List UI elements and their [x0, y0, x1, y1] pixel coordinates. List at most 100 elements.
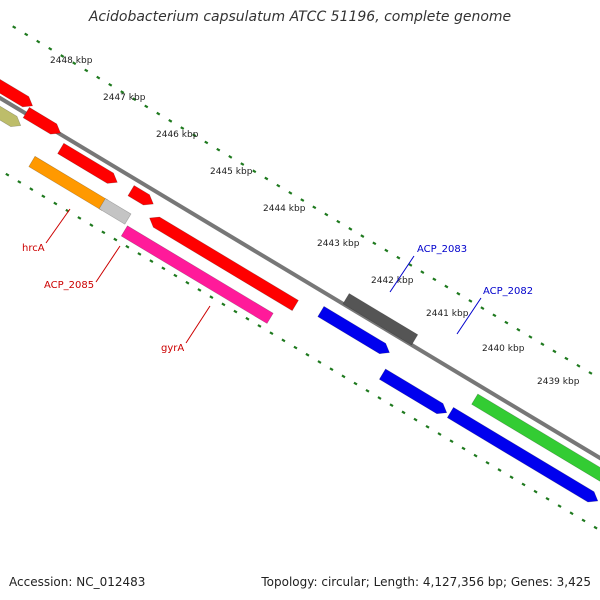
gene-features	[0, 78, 600, 503]
gc-dot	[336, 219, 341, 224]
gene-feature	[57, 142, 118, 184]
label-leader-line	[389, 255, 415, 293]
label-leader-line	[456, 297, 482, 335]
gc-dot	[108, 82, 113, 87]
tick-label: 2445 kbp	[210, 167, 253, 177]
gc-dot	[329, 367, 334, 372]
gc-dot	[173, 273, 178, 278]
gc-dot	[137, 252, 142, 256]
tick-label: 2447 kbp	[103, 93, 146, 103]
gc-dot	[48, 46, 53, 51]
gc-dot	[437, 432, 442, 436]
backbone-line	[0, 95, 600, 461]
gc-dot	[533, 489, 538, 494]
tick-label: 2448 kbp	[50, 56, 93, 66]
gc-dot	[197, 288, 202, 292]
gc-dot	[101, 230, 106, 235]
gc-dot	[216, 147, 221, 152]
gc-dot	[41, 194, 46, 199]
gc-dot	[240, 162, 245, 166]
gc-dot	[120, 90, 125, 94]
gc-dot	[593, 525, 598, 530]
tick-label: 2439 kbp	[537, 377, 580, 387]
gc-dot	[413, 417, 418, 422]
gc-dot	[300, 198, 305, 202]
page-title: Acidobacterium capsulatum ATCC 51196, co…	[88, 9, 512, 25]
gc-dot	[264, 176, 269, 181]
gene-label: ACP_2082	[483, 286, 533, 297]
gc-dot	[5, 172, 10, 177]
gc-dot	[293, 345, 298, 350]
gc-skew-dots-inner	[5, 172, 598, 530]
gc-dot	[305, 352, 310, 357]
gc-dot	[389, 403, 394, 408]
gene-feature	[149, 216, 299, 312]
gc-dot	[204, 140, 209, 145]
gc-dot	[257, 324, 262, 328]
gc-dot	[17, 180, 22, 184]
gene-feature	[22, 107, 61, 135]
gc-dot	[401, 410, 406, 415]
gene-label: hrcA	[22, 243, 45, 254]
gc-dot	[269, 331, 274, 336]
gc-dot	[84, 68, 89, 73]
gc-dot	[312, 205, 317, 210]
gene-label: ACP_2083	[417, 244, 467, 255]
label-leader-line	[45, 208, 71, 244]
gc-dot	[449, 439, 454, 444]
gc-dot	[353, 381, 358, 386]
gene-feature	[317, 305, 390, 355]
gc-dot	[149, 259, 154, 263]
accession-text: Accession: NC_012483	[9, 575, 146, 589]
gc-dot	[341, 374, 346, 379]
gc-dot	[396, 255, 401, 260]
gene-labels: hrcA ACP_2085 gyrA ACP_2083 ACP_2082	[22, 208, 533, 354]
gene-feature	[28, 155, 109, 211]
gene-feature	[378, 368, 448, 415]
gc-dot	[276, 183, 281, 188]
gc-dot	[456, 291, 461, 296]
gene-feature	[446, 406, 599, 503]
gc-dot	[480, 306, 485, 310]
gc-dot	[36, 39, 41, 44]
gc-dot	[77, 216, 82, 220]
gc-dot	[72, 61, 77, 66]
gc-dot	[156, 111, 161, 116]
tick-label: 2446 kbp	[156, 130, 199, 140]
gene-label: gyrA	[161, 343, 184, 354]
gc-dot	[504, 320, 509, 325]
gc-dot	[552, 349, 557, 354]
gc-dot	[444, 284, 449, 289]
gc-dot	[372, 241, 377, 246]
gc-dot	[569, 511, 574, 516]
gc-dot	[192, 133, 197, 138]
gc-dot	[564, 356, 569, 361]
gc-dot	[588, 371, 593, 375]
gc-dot	[497, 468, 502, 472]
gc-dot	[425, 424, 430, 429]
label-leader-line	[185, 305, 211, 344]
gc-dot	[29, 187, 34, 191]
gc-dot	[516, 327, 521, 332]
gc-dot	[557, 504, 562, 508]
gc-dot	[281, 338, 286, 343]
gc-dot	[360, 234, 365, 238]
gc-dot	[528, 335, 533, 339]
gene-feature	[0, 78, 34, 108]
tick-label: 2440 kbp	[482, 344, 525, 354]
gc-dot	[245, 316, 250, 321]
gc-dot	[384, 248, 389, 253]
gene-feature	[98, 198, 132, 225]
gene-feature	[120, 225, 274, 324]
gc-dot	[408, 263, 413, 267]
gc-dot	[545, 496, 550, 501]
gc-dot	[468, 299, 473, 303]
gc-dot	[420, 270, 425, 274]
gc-dot	[492, 313, 497, 318]
gc-dot	[473, 453, 478, 458]
gc-dot	[161, 266, 166, 271]
gc-dot	[432, 277, 437, 282]
gene-label: ACP_2085	[44, 280, 94, 291]
tick-label: 2441 kbp	[426, 309, 469, 319]
gc-dot	[509, 475, 514, 480]
